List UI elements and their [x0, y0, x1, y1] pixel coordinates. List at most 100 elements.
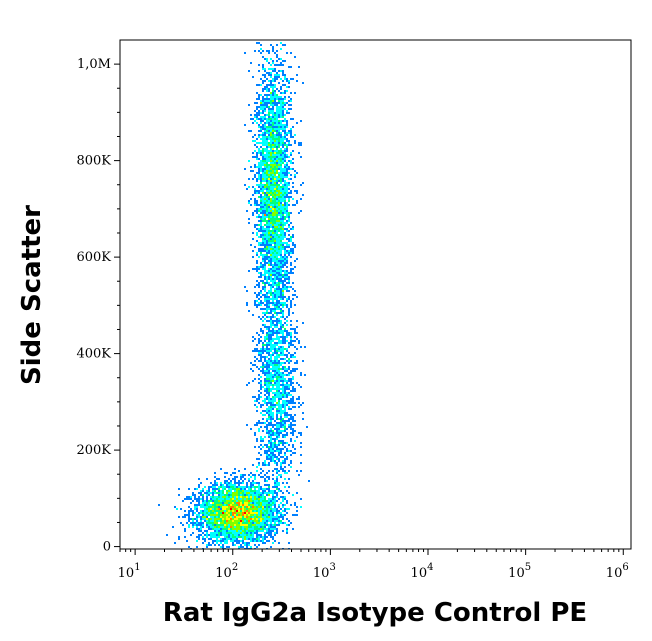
- data-point: [196, 536, 198, 538]
- data-point: [234, 476, 236, 478]
- data-point: [228, 532, 230, 534]
- data-point: [270, 546, 272, 548]
- data-point: [292, 424, 294, 426]
- data-point: [266, 86, 268, 88]
- data-point: [216, 478, 218, 480]
- data-point: [260, 388, 262, 390]
- data-point: [258, 534, 260, 536]
- data-point: [258, 152, 260, 154]
- data-point: [256, 224, 258, 226]
- data-point: [282, 72, 284, 74]
- data-point: [280, 490, 282, 492]
- data-point: [250, 514, 252, 516]
- data-point: [220, 512, 222, 514]
- data-point: [284, 288, 286, 290]
- data-point: [280, 476, 282, 478]
- data-point: [274, 456, 276, 458]
- data-point: [268, 212, 270, 214]
- data-point: [276, 228, 278, 230]
- data-point: [264, 204, 266, 206]
- data-point: [264, 326, 266, 328]
- data-point: [240, 540, 242, 542]
- data-point: [270, 174, 272, 176]
- data-point: [288, 384, 290, 386]
- data-point: [290, 432, 292, 434]
- data-point: [286, 166, 288, 168]
- data-point: [252, 118, 254, 120]
- data-point: [264, 398, 266, 400]
- data-point: [280, 222, 282, 224]
- data-point: [266, 500, 268, 502]
- data-point: [274, 438, 276, 440]
- data-point: [264, 520, 266, 522]
- data-point: [256, 300, 258, 302]
- data-point: [274, 526, 276, 528]
- data-point: [258, 294, 260, 296]
- data-point: [196, 540, 198, 542]
- data-point: [198, 528, 200, 530]
- data-point: [288, 342, 290, 344]
- data-point: [260, 228, 262, 230]
- data-point: [262, 236, 264, 238]
- data-point: [272, 46, 274, 48]
- data-point: [276, 184, 278, 186]
- data-point: [296, 362, 298, 364]
- data-point: [224, 538, 226, 540]
- data-point: [278, 342, 280, 344]
- data-point: [264, 304, 266, 306]
- data-point: [234, 520, 236, 522]
- data-point: [272, 438, 274, 440]
- data-point: [278, 164, 280, 166]
- data-point: [246, 486, 248, 488]
- data-point: [288, 204, 290, 206]
- data-point: [202, 506, 204, 508]
- data-point: [268, 160, 270, 162]
- data-point: [276, 234, 278, 236]
- data-point: [264, 266, 266, 268]
- data-point: [264, 106, 266, 108]
- data-point: [272, 154, 274, 156]
- data-point: [266, 430, 268, 432]
- data-point: [264, 366, 266, 368]
- data-point: [214, 480, 216, 482]
- data-point: [284, 348, 286, 350]
- data-point: [270, 294, 272, 296]
- data-point: [212, 496, 214, 498]
- data-point: [262, 330, 264, 332]
- data-point: [302, 418, 304, 420]
- data-point: [264, 522, 266, 524]
- data-point: [268, 308, 270, 310]
- data-point: [280, 346, 282, 348]
- data-point: [274, 540, 276, 542]
- data-point: [296, 510, 298, 512]
- data-point: [286, 150, 288, 152]
- data-point: [276, 362, 278, 364]
- data-point: [292, 282, 294, 284]
- data-point: [270, 118, 272, 120]
- data-point: [266, 272, 268, 274]
- data-point: [280, 204, 282, 206]
- data-point: [278, 220, 280, 222]
- data-point: [264, 308, 266, 310]
- data-point: [272, 322, 274, 324]
- data-point: [282, 138, 284, 140]
- data-point: [268, 258, 270, 260]
- data-point: [260, 280, 262, 282]
- data-point: [206, 518, 208, 520]
- data-point: [262, 256, 264, 258]
- data-point: [270, 362, 272, 364]
- data-point: [268, 182, 270, 184]
- data-point: [272, 298, 274, 300]
- data-point: [254, 192, 256, 194]
- data-point: [258, 510, 260, 512]
- data-point: [238, 484, 240, 486]
- data-point: [270, 284, 272, 286]
- data-point: [250, 536, 252, 538]
- data-point: [280, 418, 282, 420]
- data-point: [234, 472, 236, 474]
- data-point: [270, 68, 272, 70]
- data-point: [274, 242, 276, 244]
- data-point: [256, 42, 258, 44]
- data-point: [214, 532, 216, 534]
- data-point: [280, 406, 282, 408]
